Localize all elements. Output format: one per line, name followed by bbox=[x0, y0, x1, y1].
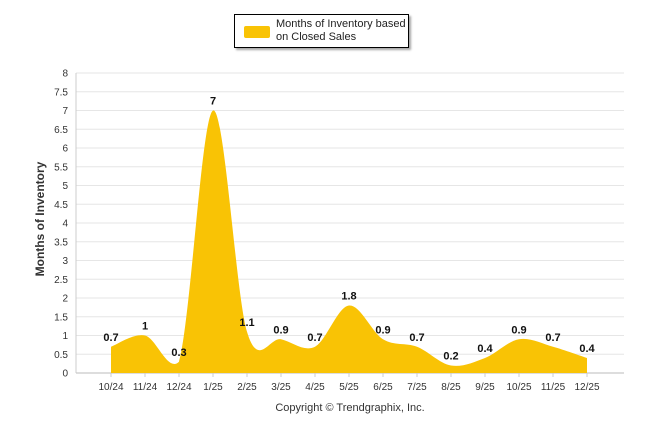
y-tick-label: 4.5 bbox=[54, 200, 68, 211]
data-label: 0.7 bbox=[545, 332, 560, 344]
data-label: 1.8 bbox=[341, 291, 356, 303]
y-tick-label: 4 bbox=[62, 219, 68, 230]
x-tick-label: 10/24 bbox=[98, 382, 123, 393]
y-tick-label: 0.5 bbox=[54, 350, 68, 361]
y-tick-label: 2.5 bbox=[54, 275, 68, 286]
legend-label: Months of Inventory based on Closed Sale… bbox=[276, 18, 406, 43]
data-label: 0.9 bbox=[375, 324, 390, 336]
data-labels: 0.7 1 0.3 7 1.1 0.9 0.7 1.8 0.9 0.7 0.2 0.4 0.9 0.7 0.… bbox=[103, 96, 595, 363]
x-tick-label: 11/24 bbox=[133, 382, 158, 393]
data-label: 0.7 bbox=[307, 332, 322, 344]
y-tick-label: 7.5 bbox=[54, 87, 68, 98]
y-tick-label: 6.5 bbox=[54, 125, 68, 136]
y-tick-label: 7 bbox=[62, 106, 68, 117]
x-tick-label: 4/25 bbox=[305, 382, 325, 393]
x-tick-label: 5/25 bbox=[339, 382, 359, 393]
legend: Months of Inventory based on Closed Sale… bbox=[234, 14, 409, 48]
x-tick-label: 12/25 bbox=[574, 382, 599, 393]
data-label: 7 bbox=[210, 96, 216, 108]
y-tick-label: 1 bbox=[62, 331, 68, 342]
y-tick-label: 6 bbox=[62, 144, 68, 155]
y-tick-label: 8 bbox=[62, 69, 68, 80]
data-label: 0.3 bbox=[171, 347, 186, 359]
data-label: 0.2 bbox=[443, 351, 458, 363]
data-label: 1.1 bbox=[239, 317, 254, 329]
y-tick-label: 1.5 bbox=[54, 312, 68, 323]
data-label: 1 bbox=[142, 321, 148, 333]
y-tick-label: 5 bbox=[62, 181, 68, 192]
data-label: 0.4 bbox=[477, 343, 493, 355]
x-tick-label: 12/24 bbox=[166, 382, 191, 393]
x-tick-label: 11/25 bbox=[541, 382, 566, 393]
x-tick-label: 6/25 bbox=[373, 382, 393, 393]
area-layer bbox=[111, 110, 587, 373]
y-tick-label: 3 bbox=[62, 256, 68, 267]
x-tick-label: 9/25 bbox=[475, 382, 495, 393]
x-tick-label: 2/25 bbox=[237, 382, 257, 393]
y-tick-label: 2 bbox=[62, 294, 68, 305]
copyright-footer: Copyright © Trendgraphix, Inc. bbox=[275, 402, 425, 414]
x-tick-label: 8/25 bbox=[441, 382, 461, 393]
y-ticks: 0 0.5 1 1.5 2 2.5 3 3.5 4 4.5 5 5.5 6 6.5 7 7.5 8 bbox=[54, 69, 68, 380]
data-label: 0.9 bbox=[511, 324, 526, 336]
legend-swatch bbox=[244, 26, 270, 38]
x-tick-label: 10/25 bbox=[506, 382, 531, 393]
x-tick-label: 3/25 bbox=[271, 382, 291, 393]
x-tick-label: 7/25 bbox=[407, 382, 427, 393]
y-tick-label: 5.5 bbox=[54, 162, 68, 173]
series-area bbox=[111, 110, 587, 373]
y-tick-label: 0 bbox=[62, 369, 68, 380]
data-label: 0.7 bbox=[409, 332, 424, 344]
x-tick-label: 1/25 bbox=[203, 382, 223, 393]
y-tick-label: 3.5 bbox=[54, 237, 68, 248]
x-ticks: 10/24 11/24 12/24 1/25 2/25 3/25 4/25 5/25 6/25 7… bbox=[98, 373, 600, 393]
data-label: 0.9 bbox=[273, 324, 288, 336]
data-label: 0.7 bbox=[103, 332, 118, 344]
data-label: 0.4 bbox=[579, 343, 595, 355]
